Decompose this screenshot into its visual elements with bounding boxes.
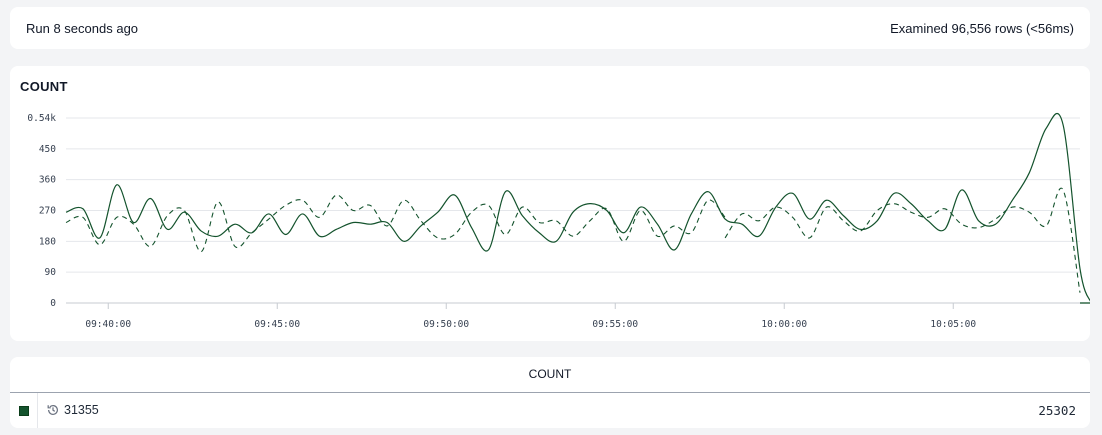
chart-panel: COUNT 0 90 180 270 360 450 0.54k 09:40:00 09:45:… bbox=[10, 66, 1090, 341]
series-line-dashed bbox=[65, 194, 726, 253]
chart-title: COUNT bbox=[20, 79, 68, 94]
x-tick-label: 09:50:00 bbox=[423, 319, 469, 330]
previous-count-value: 31355 bbox=[64, 403, 99, 417]
history-icon bbox=[47, 404, 58, 415]
count-value: 25302 bbox=[1038, 403, 1076, 418]
y-tick-label: 90 bbox=[45, 267, 57, 278]
y-tick-label: 450 bbox=[39, 144, 56, 155]
x-tick-label: 10:00:00 bbox=[761, 319, 807, 330]
table-row[interactable]: 31355 25302 bbox=[10, 393, 1090, 428]
x-tick-label: 09:55:00 bbox=[592, 319, 638, 330]
y-tick-label: 0 bbox=[50, 298, 56, 309]
status-bar: Run 8 seconds ago Examined 96,556 rows (… bbox=[10, 7, 1090, 49]
column-header-count[interactable]: COUNT bbox=[10, 357, 1090, 393]
x-tick-label: 09:40:00 bbox=[85, 319, 131, 330]
series-color-swatch bbox=[19, 406, 29, 416]
y-tick-label: 0.54k bbox=[27, 113, 56, 124]
x-tick-label: 10:05:00 bbox=[930, 319, 976, 330]
rows-examined-text: Examined 96,556 rows (<56ms) bbox=[890, 21, 1074, 36]
run-time-text: Run 8 seconds ago bbox=[26, 21, 139, 36]
results-table: COUNT 31355 25302 bbox=[10, 357, 1090, 428]
count-chart[interactable]: 0 90 180 270 360 450 0.54k 09:40:00 09:45:00 09:5… bbox=[10, 66, 1090, 341]
divider bbox=[37, 393, 38, 428]
series-line-solid bbox=[65, 112, 1090, 302]
y-tick-label: 270 bbox=[39, 206, 56, 217]
series-line-dashed bbox=[724, 187, 1081, 293]
x-tick-label: 09:45:00 bbox=[254, 319, 300, 330]
y-tick-label: 360 bbox=[39, 175, 56, 186]
y-tick-label: 180 bbox=[39, 236, 56, 247]
